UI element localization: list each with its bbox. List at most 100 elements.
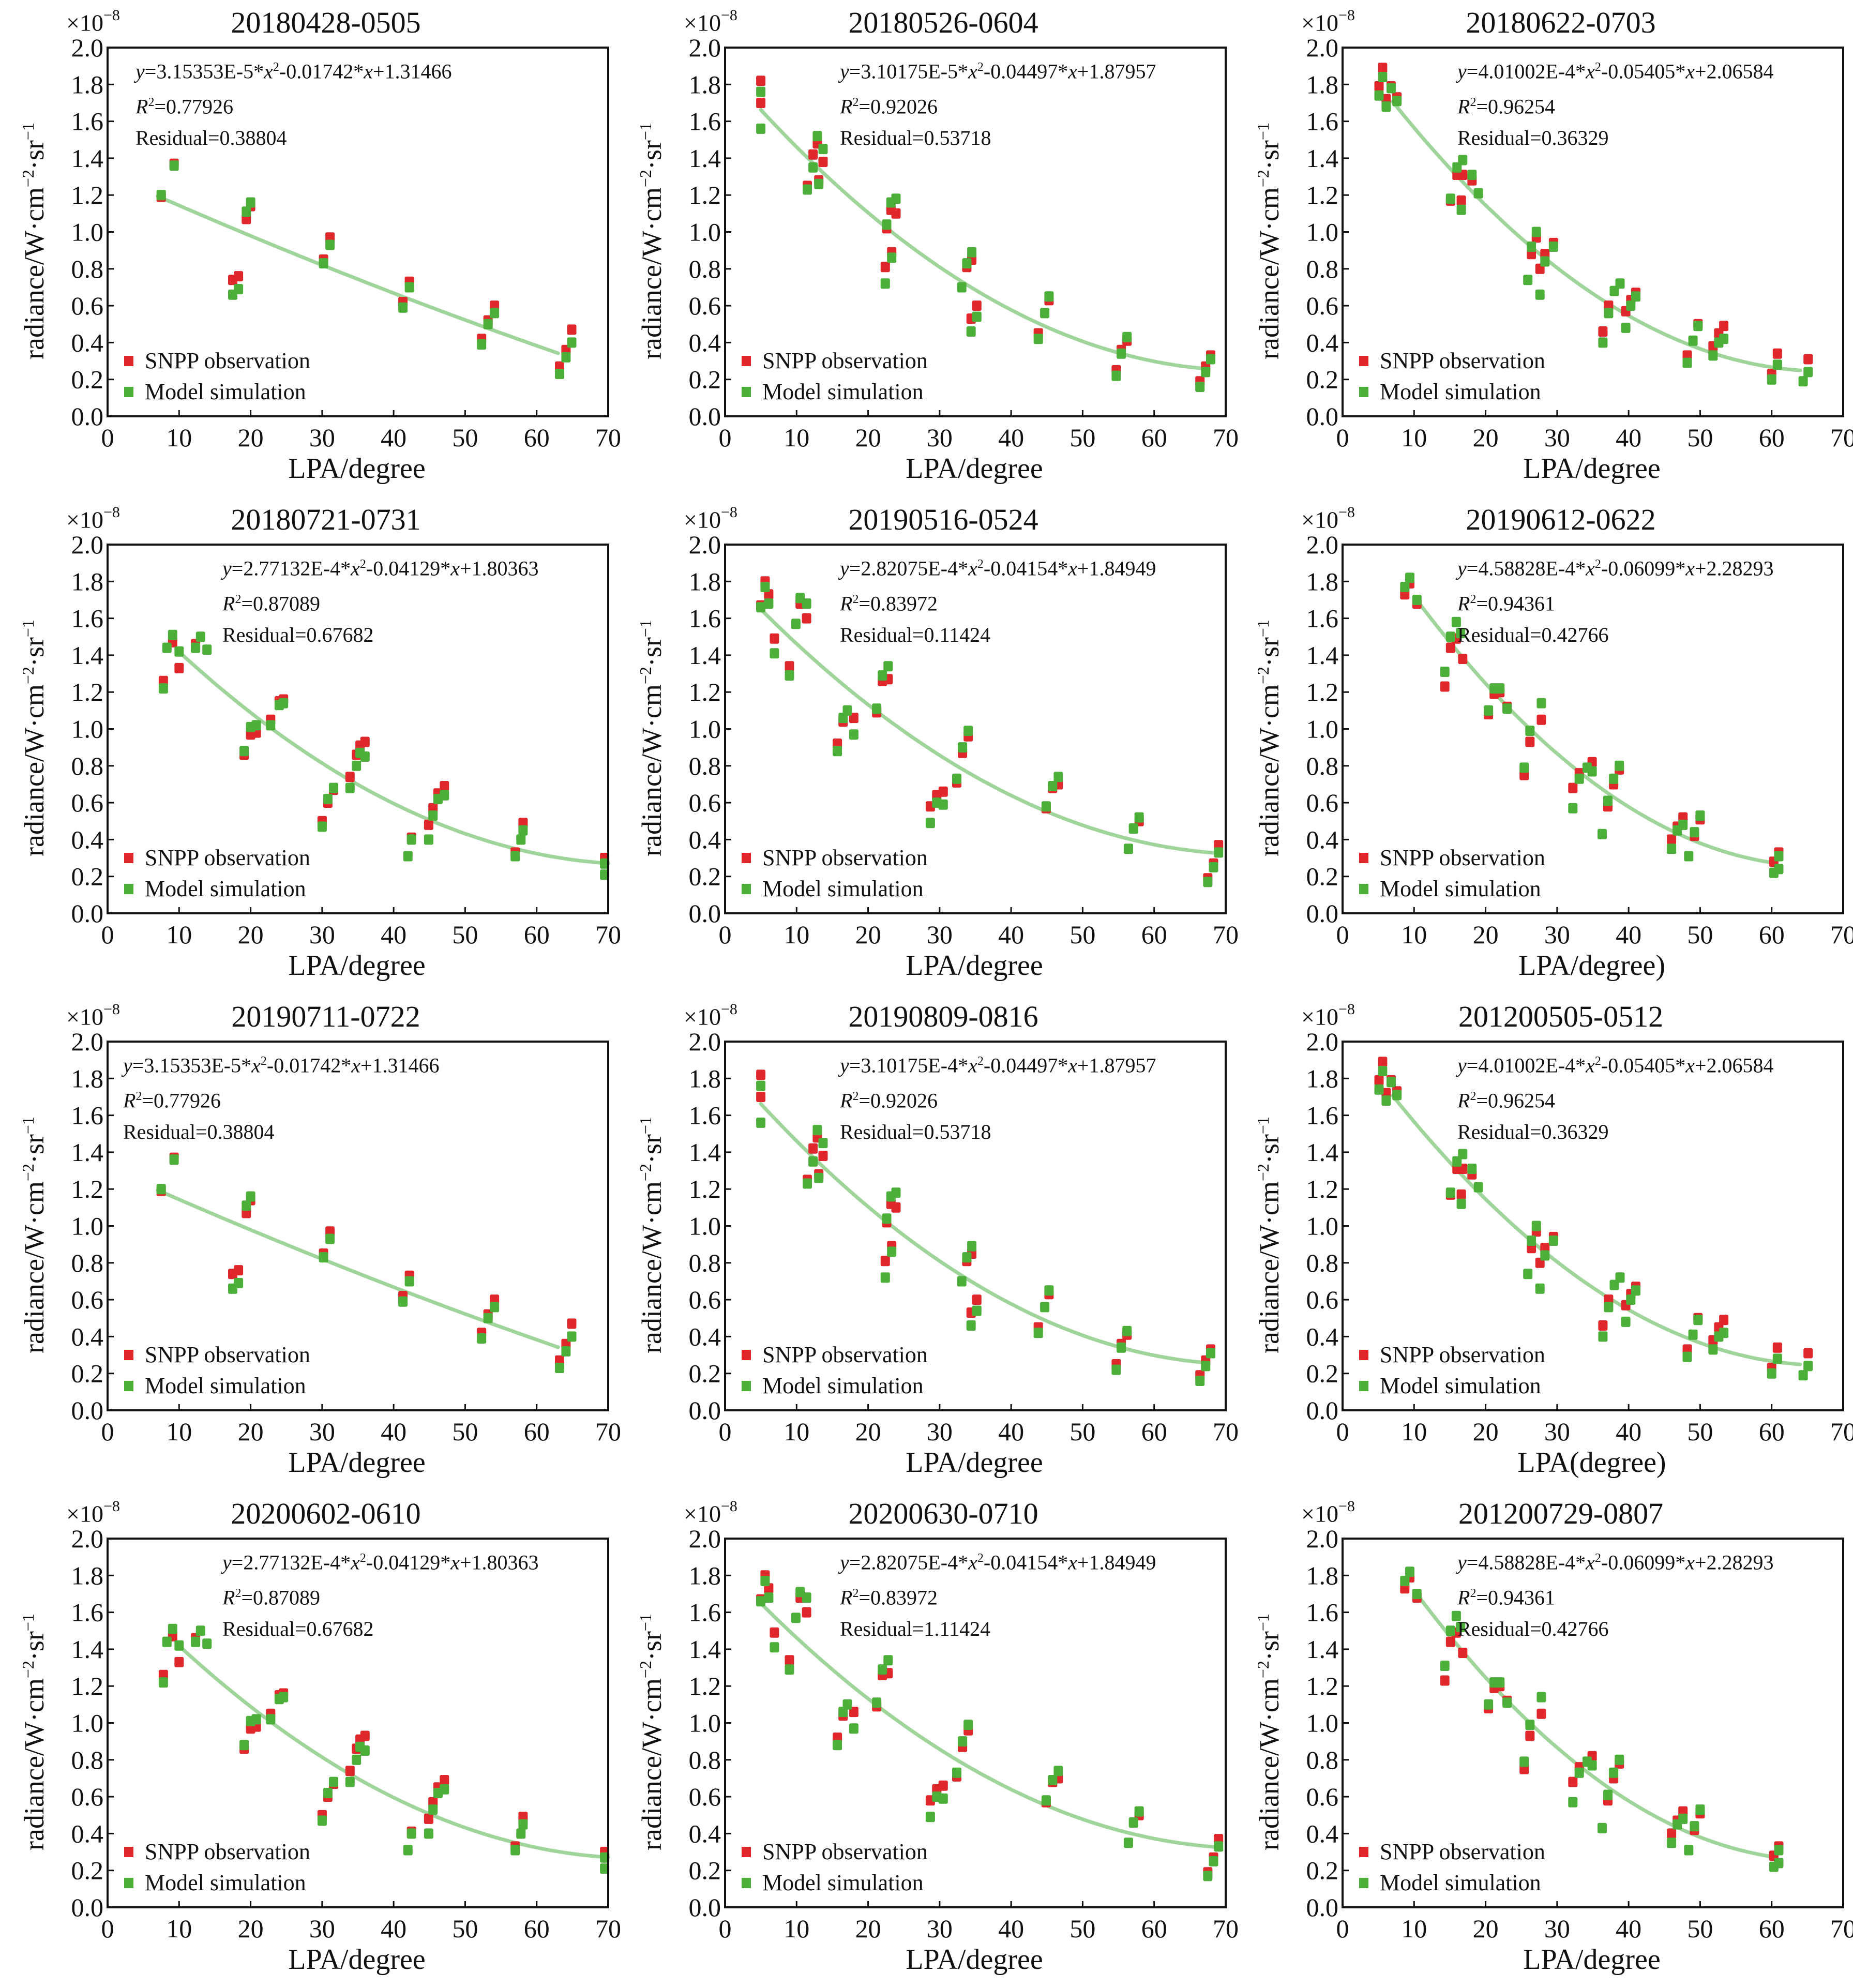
simulation-point	[1128, 823, 1138, 834]
simulation-point	[1719, 334, 1729, 344]
x-tick-label: 20	[238, 920, 264, 949]
y-tick-label: 1.0	[689, 1709, 721, 1738]
simulation-point	[1484, 705, 1494, 716]
simulation-point	[1695, 1804, 1705, 1815]
coef-b: 0.05405	[1608, 59, 1676, 83]
x-tick-label: 30	[927, 1914, 953, 1943]
y-tick-label: 1.8	[1306, 1064, 1339, 1093]
simulation-point	[424, 834, 433, 845]
y-scale-factor: ×10−8	[684, 7, 737, 36]
coef-b: 0.01742	[274, 1053, 341, 1077]
simulation-point	[1682, 357, 1692, 368]
simulation-point	[1374, 90, 1384, 101]
y-tick-label: 0.8	[689, 1745, 721, 1774]
y-tick-label: 0.6	[71, 1782, 104, 1811]
y-tick-label: 0.8	[71, 254, 104, 283]
observation-point	[1719, 1315, 1729, 1326]
simulation-point	[518, 1819, 528, 1830]
chart-title: 20190711-0722	[231, 1000, 420, 1033]
simulation-point	[168, 629, 177, 640]
simulation-point	[1033, 334, 1043, 344]
legend-swatch-observation	[742, 1847, 751, 1857]
y-tick-label: 0.8	[71, 1248, 104, 1277]
simulation-point	[887, 252, 897, 263]
x-tick-label: 70	[1830, 920, 1853, 949]
coef-b: 0.05405	[1608, 1053, 1676, 1077]
y-tick-label: 0.0	[689, 899, 721, 928]
x-tick-label: 10	[1401, 920, 1427, 949]
y-tick-label: 1.2	[1306, 1174, 1339, 1203]
fit-equation: y=2.82075E-4*x2-0.04154*x+1.84949	[840, 556, 1156, 580]
x-tick-label: 30	[1544, 920, 1570, 949]
x-tick-label: 10	[784, 423, 809, 452]
x-tick-label: 70	[595, 423, 621, 452]
simulation-point	[329, 782, 338, 793]
x-tick-label: 60	[524, 1914, 550, 1943]
simulation-point	[360, 1745, 370, 1756]
simulation-point	[1111, 1364, 1121, 1375]
y-tick-label: 0.6	[1306, 1782, 1339, 1811]
x-tick-label: 50	[1687, 1914, 1713, 1943]
observation-point	[234, 1265, 244, 1276]
simulation-point	[428, 1804, 438, 1815]
legend-label-observation: SNPP observation	[145, 1342, 310, 1367]
coef-a: 3.10175E-5	[861, 59, 958, 83]
x-tick-label: 30	[309, 1417, 335, 1446]
simulation-point	[1381, 101, 1391, 112]
simulation-point	[880, 278, 890, 289]
simulation-point	[600, 1852, 610, 1863]
y-tick-label: 0.4	[71, 328, 104, 357]
x-tick-label: 60	[524, 423, 550, 452]
r2-value: 0.83972	[870, 1586, 938, 1609]
x-tick-label: 0	[719, 1417, 732, 1446]
y-tick-label: 0.2	[689, 1359, 721, 1388]
x-tick-label: 0	[719, 423, 732, 452]
fit-curve	[1412, 1588, 1774, 1859]
coef-c: 2.28293	[1706, 556, 1774, 580]
x-tick-label: 10	[1401, 1417, 1427, 1446]
y-tick-label: 0.4	[1306, 1819, 1339, 1848]
y-tick-label: 1.0	[689, 218, 721, 247]
fit-equation: y=4.01002E-4*x2-0.05405*x+2.06584	[1457, 1053, 1774, 1077]
residual: Residual=0.53718	[840, 1120, 991, 1143]
simulation-point	[424, 1828, 433, 1839]
observation-point	[938, 786, 948, 797]
observation-point	[1536, 1708, 1546, 1719]
x-tick-label: 60	[1141, 1914, 1167, 1943]
y-tick-label: 0.6	[71, 1285, 104, 1314]
simulation-point	[1525, 1720, 1535, 1730]
y-tick-label: 0.4	[71, 1819, 104, 1848]
simulation-point	[925, 818, 935, 829]
observation-point	[1772, 348, 1782, 359]
y-tick-label: 0.2	[689, 1856, 721, 1885]
x-tick-label: 50	[1687, 1417, 1713, 1446]
simulation-point	[803, 184, 812, 195]
fit-annotation: y=2.82075E-4*x2-0.04154*x+1.84949 R2=0.8…	[840, 1543, 1156, 1645]
observation-point	[567, 1318, 577, 1329]
simulation-point	[490, 308, 500, 319]
simulation-point	[1209, 862, 1218, 872]
y-tick-label: 1.0	[1306, 218, 1339, 247]
legend-item-observation: SNPP observation	[124, 842, 310, 873]
simulation-point	[1484, 1699, 1494, 1710]
fit-curve	[759, 1102, 1206, 1365]
legend-swatch-simulation	[742, 884, 751, 894]
simulation-point	[1400, 582, 1410, 592]
simulation-point	[325, 1233, 335, 1244]
simulation-point	[756, 1596, 766, 1607]
simulation-point	[403, 851, 413, 862]
chart-title: 20180721-0731	[231, 503, 421, 536]
x-tick-label: 10	[1401, 1914, 1427, 1943]
simulation-point	[818, 1138, 828, 1149]
simulation-point	[1044, 291, 1054, 302]
simulation-point	[1667, 844, 1677, 854]
observation-point	[808, 149, 818, 160]
simulation-point	[1519, 1756, 1529, 1767]
y-tick-label: 0.4	[1306, 825, 1339, 854]
simulation-point	[600, 1863, 610, 1874]
fit-annotation: y=3.15353E-5*x2-0.01742*x+1.31466 R2=0.7…	[123, 1046, 440, 1148]
simulation-point	[1598, 1331, 1608, 1342]
y-tick-label: 0.2	[1306, 862, 1339, 891]
fit-curve	[759, 108, 1206, 371]
y-tick-label: 0.6	[689, 1782, 721, 1811]
